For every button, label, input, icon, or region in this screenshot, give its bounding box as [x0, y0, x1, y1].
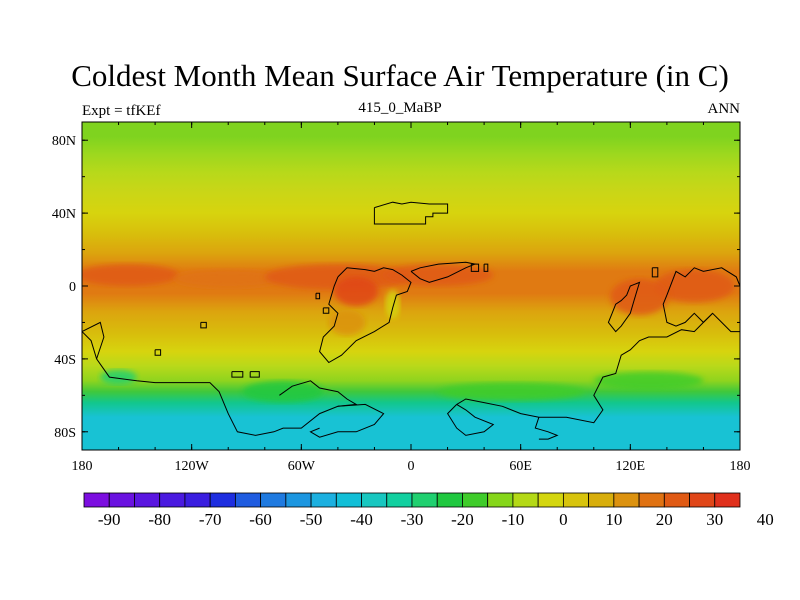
coastline-16 [534, 417, 559, 440]
colorbar-label: 10 [605, 510, 622, 529]
coastline-11 [82, 331, 385, 438]
coastline-10 [249, 371, 260, 378]
colorbar-swatch [159, 492, 186, 508]
temperature-field [82, 122, 740, 450]
colorbar-swatch [411, 492, 438, 508]
colorbar-swatch [83, 492, 110, 508]
colorbar-swatch [285, 492, 312, 508]
field-anomaly-0 [82, 264, 179, 286]
axis-ticks: 180 120W 60W 0 60E 120E 180 80N 40N 0 40S 80S [52, 122, 751, 474]
coastline-18 [666, 267, 740, 296]
lon-tick-label: 180 [72, 459, 93, 474]
colorbar-swatch [436, 492, 463, 508]
colorbar-label: -50 [300, 510, 323, 529]
season-label: ANN [707, 101, 741, 117]
field-anomaly-9 [100, 369, 137, 385]
lat-tick-label: 40S [54, 353, 76, 368]
map-title: Coldest Month Mean Surface Air Temperatu… [71, 58, 729, 93]
colorbar-swatch [663, 492, 690, 508]
field-anomaly-3 [383, 264, 494, 287]
field-anomaly-5 [654, 269, 735, 303]
coastline-4 [315, 292, 321, 300]
colorbar-label: -20 [451, 510, 474, 529]
lon-tick-label: 180 [730, 459, 751, 474]
colorbar-swatch [512, 492, 539, 508]
coastline-13 [82, 321, 105, 360]
colorbar-swatch [134, 492, 161, 508]
colorbar-label: 30 [706, 510, 723, 529]
colorbar-swatch [310, 492, 337, 508]
coastline-0 [373, 201, 449, 225]
lon-tick-label: 60E [509, 459, 532, 474]
colorbar-swatch [638, 492, 665, 508]
colorbar-label: -60 [249, 510, 272, 529]
coastline-15 [446, 403, 495, 436]
colorbar-label: -10 [502, 510, 525, 529]
lat-tick-label: 80N [52, 134, 76, 149]
coastline-2 [410, 261, 477, 283]
lon-tick-label: 120W [175, 459, 210, 474]
coastline-12 [279, 380, 358, 407]
experiment-label: Expt = tfKEf [82, 103, 161, 119]
field-anomaly-10 [242, 380, 324, 403]
lon-tick-label: 60W [288, 459, 316, 474]
field-anomaly-6 [610, 278, 669, 316]
colorbar-swatch [462, 492, 489, 508]
field-anomaly-7 [385, 289, 401, 319]
coastline-3 [322, 307, 330, 314]
time-label: 415_0_MaBP [358, 100, 442, 116]
colorbar-swatch [209, 492, 236, 508]
field-anomaly-4 [334, 276, 379, 307]
colorbar-label: 40 [757, 510, 774, 529]
coastline-9 [231, 371, 244, 378]
colorbar-label: -90 [98, 510, 121, 529]
lat-tick-label: 0 [69, 280, 76, 295]
coastline-8 [154, 349, 162, 356]
colorbar-label: -40 [350, 510, 373, 529]
field-anomaly-12 [593, 371, 704, 390]
colorbar-swatch [260, 492, 287, 508]
colorbar-label: 0 [559, 510, 568, 529]
colorbar: -90-80-70-60-50-40-30-20-1001020304050 [83, 492, 774, 529]
colorbar-swatch [613, 492, 640, 508]
colorbar-swatch [714, 492, 741, 508]
coastline-19 [662, 294, 713, 327]
colorbar-swatch [689, 492, 716, 508]
coastline-5 [470, 263, 480, 272]
lat-tick-label: 80S [54, 426, 76, 441]
colorbar-swatch [108, 492, 135, 508]
coastline-1 [319, 267, 412, 364]
colorbar-label: -30 [401, 510, 424, 529]
colorbar-swatch [184, 492, 211, 508]
colorbar-label: 20 [656, 510, 673, 529]
field-anomaly-8 [328, 309, 366, 336]
coastline-6 [483, 263, 489, 272]
colorbar-swatch [234, 492, 262, 508]
colorbar-swatch [386, 492, 413, 508]
coastline-7 [200, 321, 207, 329]
colorbar-swatch [588, 492, 615, 508]
coastline-20 [651, 267, 659, 278]
colorbar-swatch [562, 492, 590, 508]
colorbar-swatch [537, 492, 564, 508]
field-anomaly-11 [438, 382, 585, 401]
colorbar-label: -80 [148, 510, 171, 529]
lon-tick-label: 0 [408, 459, 415, 474]
field-anomaly-1 [173, 269, 284, 288]
colorbar-swatch [487, 492, 514, 508]
coastline-17 [607, 281, 641, 333]
lon-tick-label: 120E [616, 459, 646, 474]
colorbar-label: -70 [199, 510, 222, 529]
colorbar-swatch [361, 492, 388, 508]
lat-tick-label: 40N [52, 207, 76, 222]
coastlines [82, 201, 740, 440]
colorbar-swatch [335, 492, 362, 508]
